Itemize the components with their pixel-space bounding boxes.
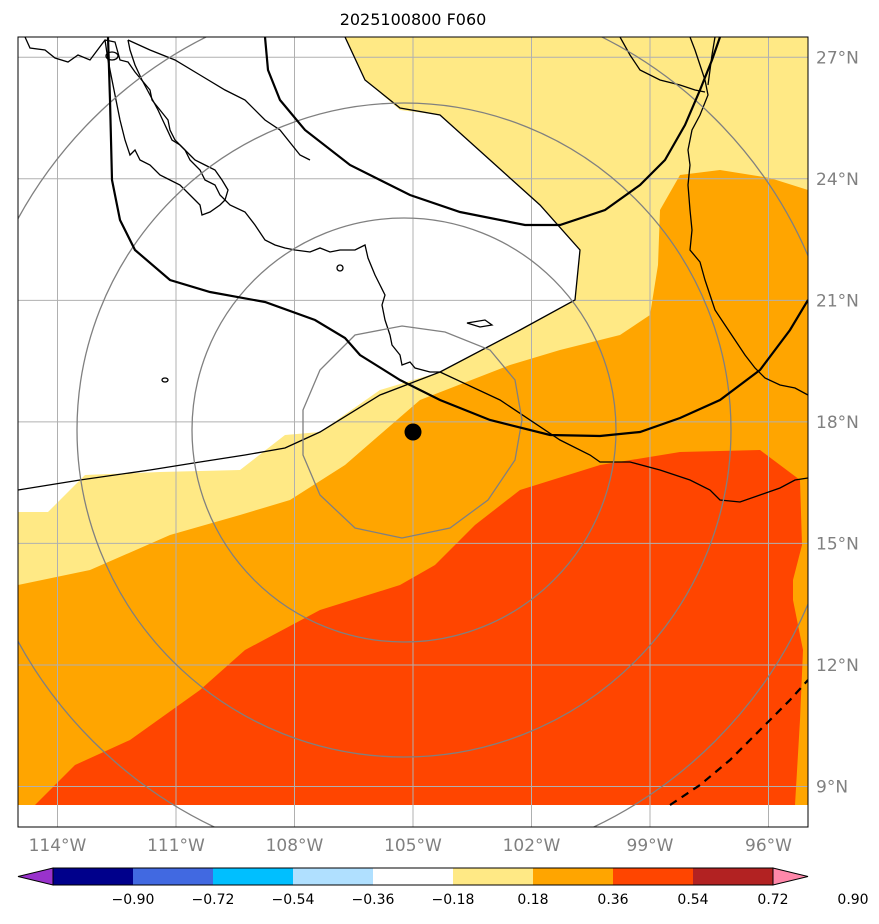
colorbar-segment <box>613 868 693 885</box>
colorbar-segment <box>133 868 213 885</box>
contour-fill-red <box>35 450 803 805</box>
colorbar-label: −0.54 <box>272 892 315 908</box>
colorbar-label: −0.18 <box>432 892 475 908</box>
lat-tick-label: 9°N <box>816 777 848 797</box>
range-ring-3 <box>76 102 732 758</box>
colorbar-label: −0.36 <box>352 892 395 908</box>
colorbar: −0.90 −0.72 −0.54 −0.36 −0.18 0.18 0.36 0.54 0.7… <box>17 867 869 908</box>
lat-tick-label: 24°N <box>816 170 859 190</box>
lon-tick-label: 108°W <box>266 836 324 856</box>
colorbar-segment <box>693 868 773 885</box>
map-frame <box>17 36 809 828</box>
lon-tick-label: 99°W <box>627 836 674 856</box>
lon-tick-label: 111°W <box>147 836 205 856</box>
lat-ticks: 27°N 24°N 21°N 18°N 15°N 12°N 9°N <box>816 48 859 797</box>
lat-tick-label: 12°N <box>816 656 859 676</box>
lat-tick-label: 15°N <box>816 534 859 554</box>
lon-tick-label: 96°W <box>745 836 792 856</box>
lon-ticks: 114°W 111°W 108°W 105°W 102°W 99°W 96°W <box>29 836 793 856</box>
lon-tick-label: 102°W <box>503 836 561 856</box>
lat-tick-label: 27°N <box>816 48 859 68</box>
colorbar-label: −0.72 <box>192 892 235 908</box>
colorbar-label: −0.90 <box>112 892 155 908</box>
range-ring-2 <box>191 217 617 643</box>
colorbar-label: 0.54 <box>677 892 708 908</box>
colorbar-frame <box>52 867 774 886</box>
colorbar-segment <box>373 868 453 885</box>
lon-tick-label: 114°W <box>29 836 87 856</box>
map-area <box>18 37 808 827</box>
colorbar-label: 0.90 <box>837 892 868 908</box>
range-rings <box>18 37 808 827</box>
colorbar-label: 0.36 <box>597 892 628 908</box>
colorbar-label: 0.18 <box>517 892 548 908</box>
colorbar-segment <box>453 868 533 885</box>
lat-tick-label: 18°N <box>816 413 859 433</box>
range-ring-inner <box>302 325 523 539</box>
storm-center-marker <box>404 423 422 441</box>
black-contours <box>106 37 808 806</box>
lon-tick-label: 105°W <box>384 836 442 856</box>
colorbar-extend-low <box>17 867 54 886</box>
colorbar-segment <box>53 868 133 885</box>
coastlines <box>18 37 808 503</box>
lat-tick-label: 21°N <box>816 291 859 311</box>
colorbar-segment <box>213 868 293 885</box>
colorbar-segment <box>293 868 373 885</box>
colorbar-segment <box>533 868 613 885</box>
colorbar-extend-high <box>772 867 809 886</box>
map-title: 2025100800 F060 <box>339 10 487 29</box>
colorbar-label: 0.72 <box>757 892 788 908</box>
